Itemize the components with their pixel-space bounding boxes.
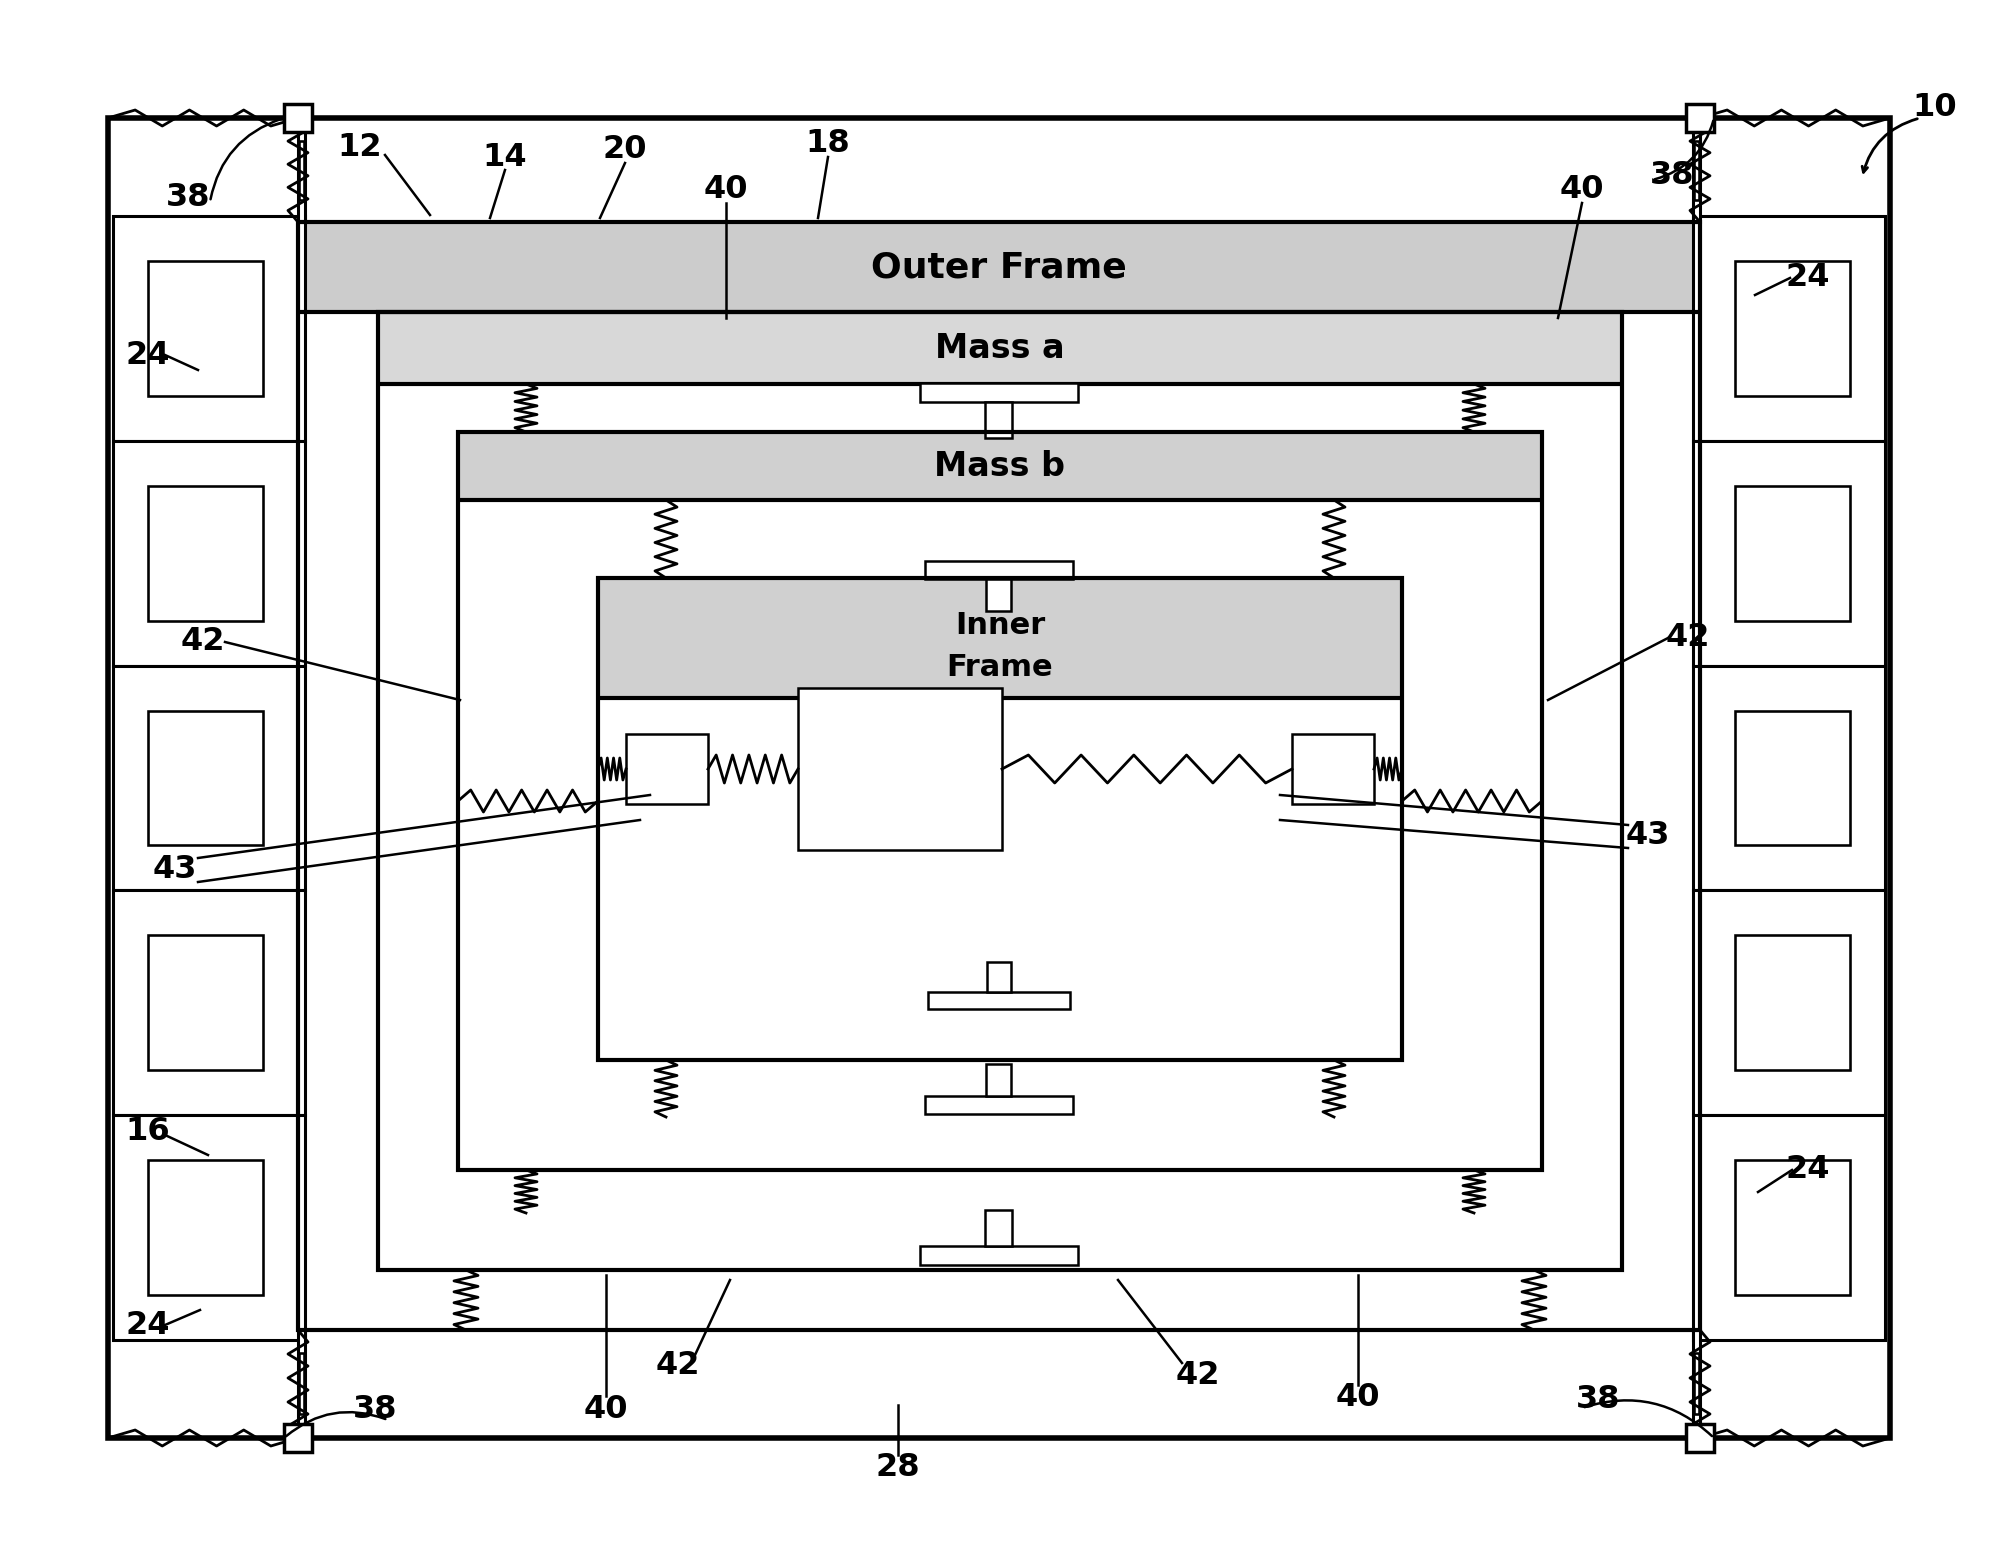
Text: 28: 28 <box>877 1453 921 1484</box>
Bar <box>298 222 1699 1330</box>
Bar <box>597 578 1402 698</box>
Bar <box>925 561 1072 580</box>
Text: 40: 40 <box>1560 174 1604 205</box>
Text: 24: 24 <box>1785 1155 1829 1186</box>
Bar <box>925 1096 1072 1114</box>
Text: 14: 14 <box>483 143 527 174</box>
Bar <box>1693 216 1885 441</box>
Bar <box>1693 665 1885 890</box>
Text: 40: 40 <box>703 174 749 205</box>
Bar <box>1693 1330 1699 1433</box>
Bar <box>985 401 1012 438</box>
Text: 42: 42 <box>1665 623 1709 654</box>
Bar <box>300 1352 304 1414</box>
Bar <box>987 580 1012 611</box>
Text: 43: 43 <box>154 855 198 886</box>
Bar <box>298 222 1699 312</box>
Bar <box>377 312 1622 384</box>
Bar <box>987 1064 1012 1096</box>
Text: 24: 24 <box>1785 263 1829 294</box>
Bar <box>377 312 1622 1270</box>
Bar <box>114 890 306 1116</box>
Bar <box>597 578 1402 1060</box>
Bar <box>1693 890 1885 1116</box>
Text: 24: 24 <box>126 339 170 370</box>
Text: 10: 10 <box>1913 93 1957 123</box>
Bar <box>298 123 306 222</box>
Text: 18: 18 <box>805 127 851 159</box>
Bar <box>1693 123 1699 222</box>
Bar <box>148 710 264 845</box>
Text: Inner: Inner <box>955 612 1044 640</box>
Bar <box>148 261 264 396</box>
Bar <box>1693 1116 1885 1340</box>
Bar <box>985 1209 1012 1245</box>
Bar <box>799 688 1002 850</box>
Bar <box>108 118 1889 1437</box>
Bar <box>457 432 1542 1170</box>
Bar <box>1735 486 1851 620</box>
Text: 38: 38 <box>1576 1385 1620 1416</box>
Text: 38: 38 <box>166 182 210 213</box>
Bar <box>457 432 1542 500</box>
Text: 12: 12 <box>337 132 381 163</box>
Bar <box>284 104 312 132</box>
Text: 40: 40 <box>1336 1383 1380 1414</box>
Text: 42: 42 <box>182 626 226 657</box>
Bar <box>1693 441 1885 665</box>
Bar <box>148 1161 264 1294</box>
Text: 38: 38 <box>1650 160 1693 191</box>
Bar <box>987 962 1010 991</box>
Text: Frame: Frame <box>947 654 1052 682</box>
Bar <box>114 1116 306 1340</box>
Bar <box>148 486 264 620</box>
Bar <box>300 141 304 200</box>
Bar <box>1735 936 1851 1071</box>
Bar <box>1735 1161 1851 1294</box>
Bar <box>114 441 306 665</box>
Bar <box>1735 710 1851 845</box>
Bar <box>114 665 306 890</box>
Bar <box>921 1245 1078 1265</box>
Text: Mass b: Mass b <box>935 449 1066 482</box>
Bar <box>1685 104 1713 132</box>
Bar <box>1292 733 1374 803</box>
Bar <box>1693 1352 1699 1414</box>
Bar <box>1693 141 1699 200</box>
Bar <box>298 1330 306 1433</box>
Text: 42: 42 <box>1176 1360 1220 1391</box>
Text: 43: 43 <box>1626 821 1669 852</box>
Bar <box>284 1423 312 1451</box>
Text: 24: 24 <box>126 1310 170 1341</box>
Text: 20: 20 <box>603 135 647 165</box>
Bar <box>114 216 306 441</box>
Text: 38: 38 <box>353 1394 397 1425</box>
Text: Mass a: Mass a <box>935 331 1064 365</box>
Text: Outer Frame: Outer Frame <box>871 250 1126 284</box>
Text: 16: 16 <box>126 1116 170 1147</box>
Text: 40: 40 <box>583 1394 629 1425</box>
Bar <box>929 991 1070 1009</box>
Bar <box>921 382 1078 401</box>
Bar <box>1685 1423 1713 1451</box>
Bar <box>148 936 264 1071</box>
Bar <box>625 733 709 803</box>
Text: 42: 42 <box>655 1349 701 1380</box>
Bar <box>1735 261 1851 396</box>
